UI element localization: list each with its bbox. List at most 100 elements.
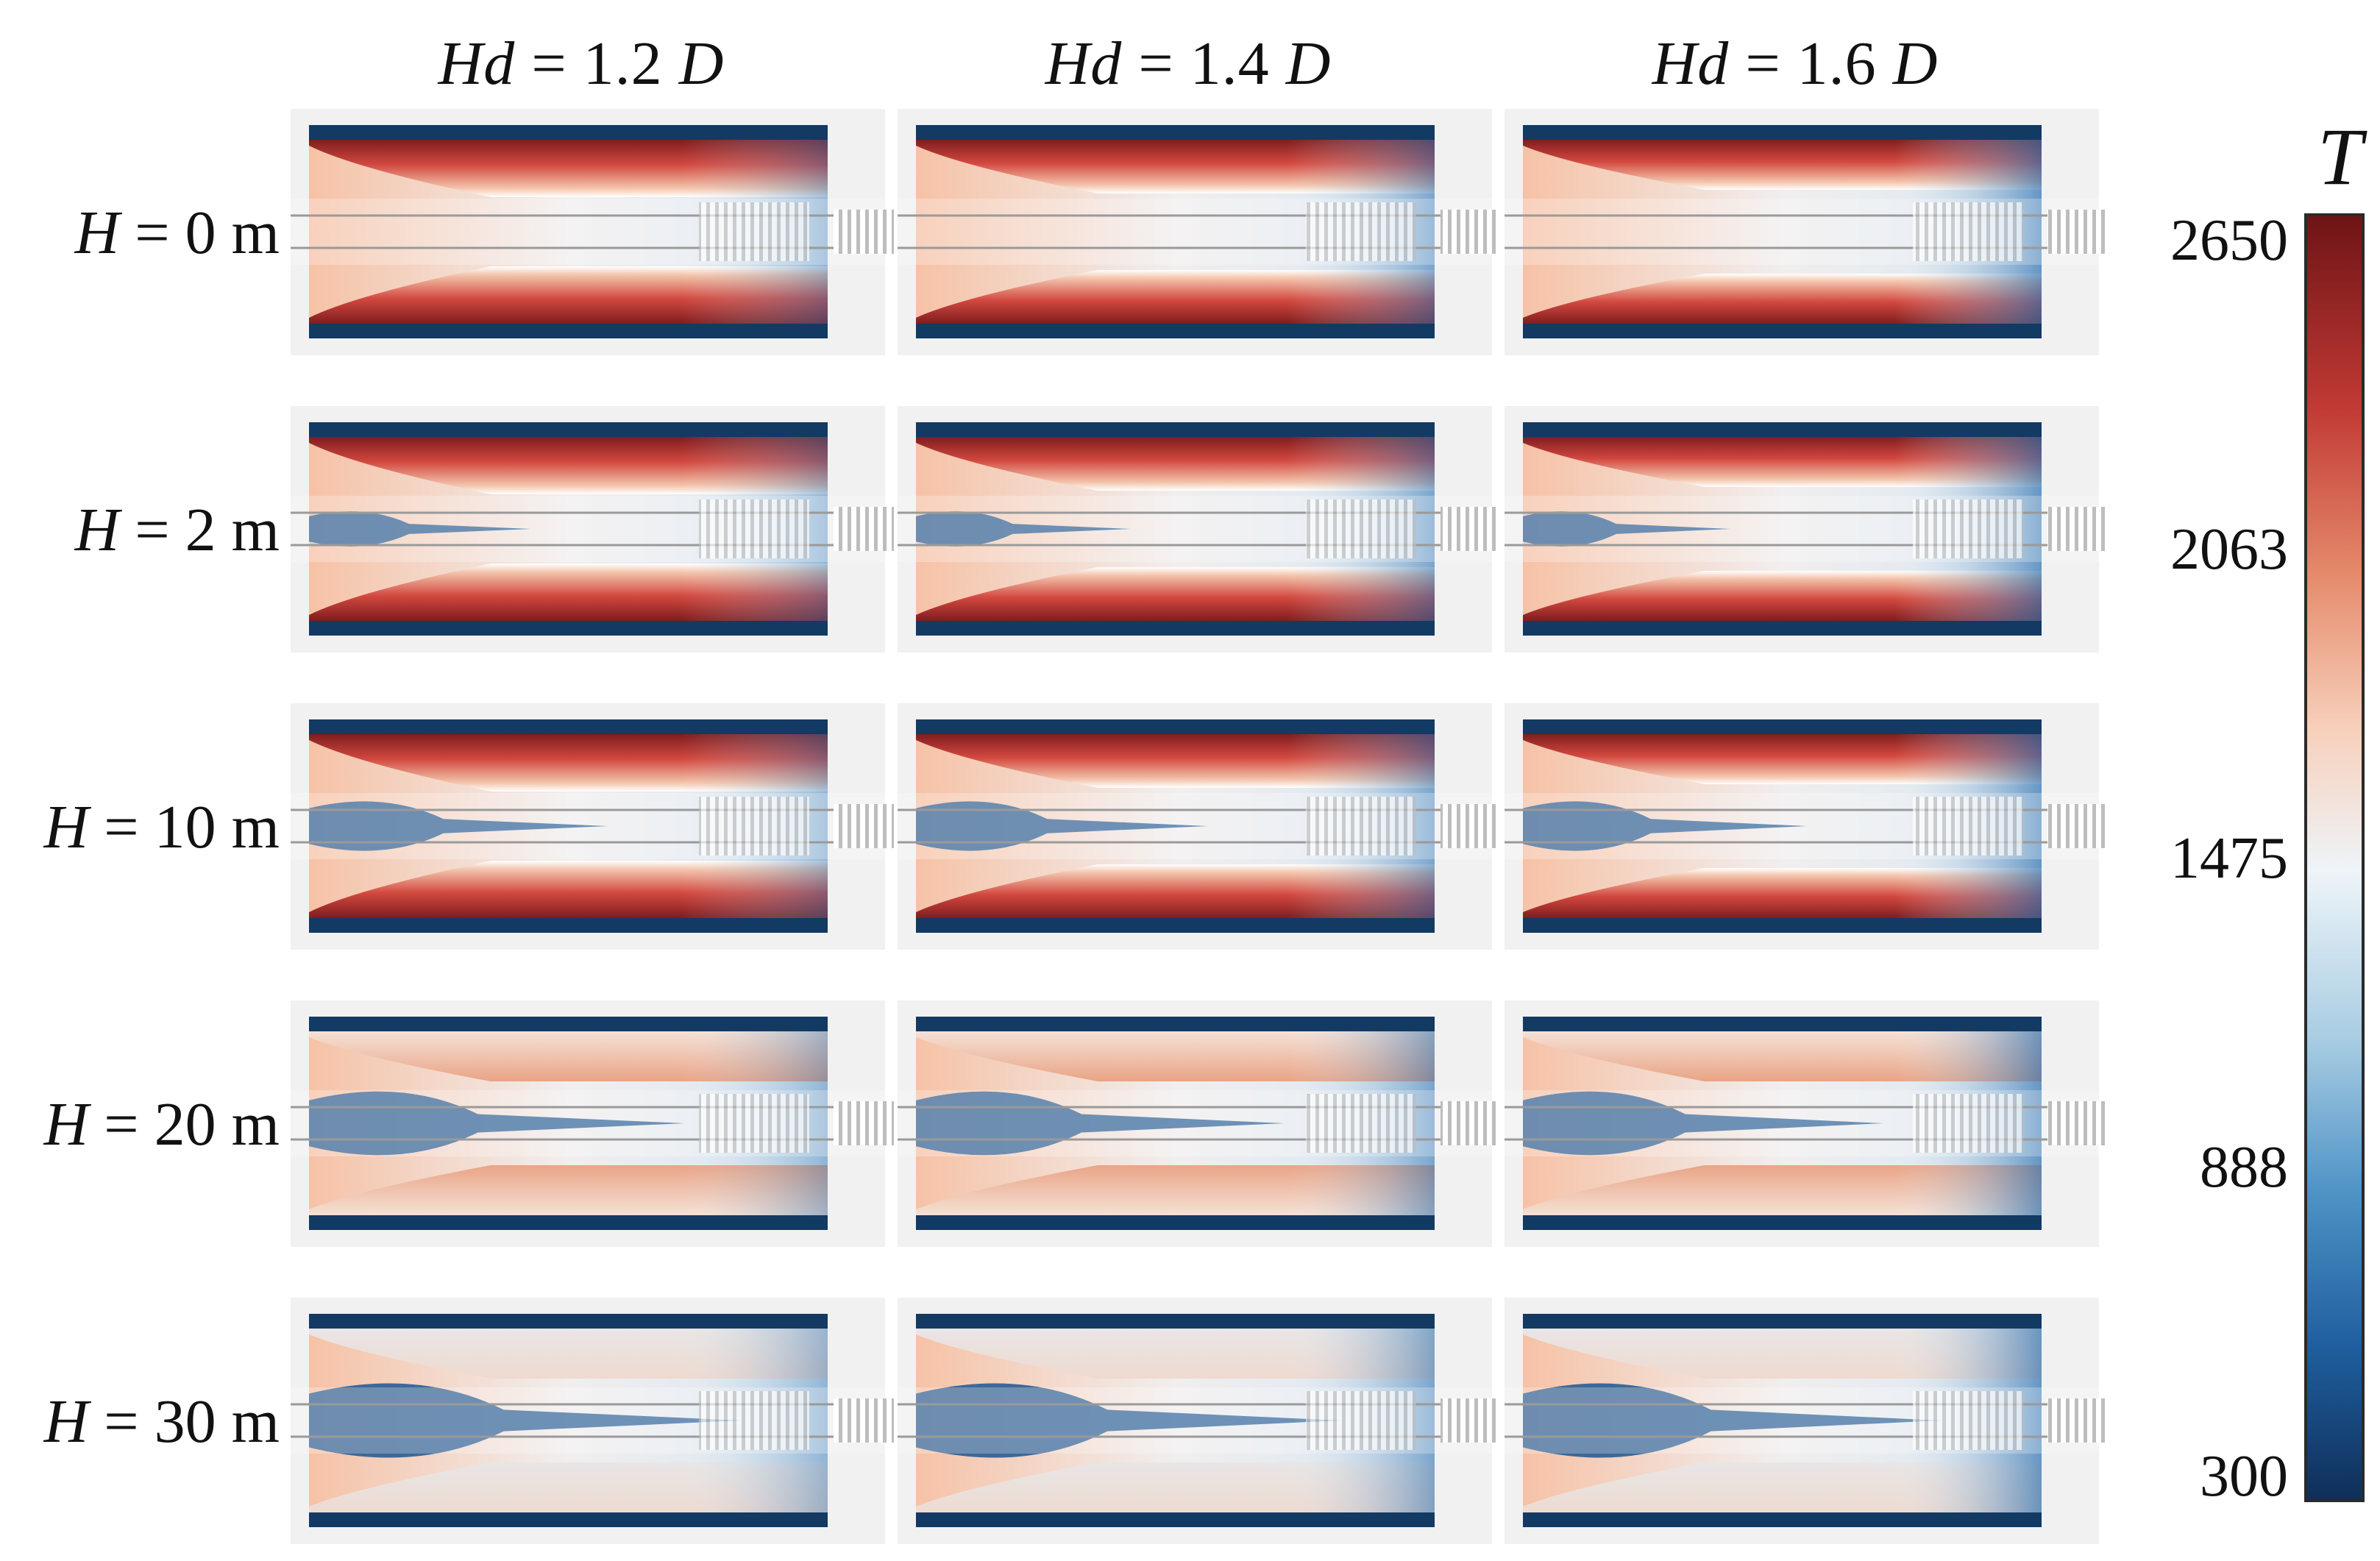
header-var: Hd <box>438 29 516 98</box>
colorbar-tick-label: 2063 <box>2170 517 2288 582</box>
wall-bottom <box>309 324 828 338</box>
wall-top <box>1523 1314 2042 1329</box>
wall-bottom <box>1523 621 2042 636</box>
inner-grating <box>699 1391 809 1450</box>
row-value: = 30 m <box>104 1387 280 1456</box>
inner-grating <box>1913 797 2023 856</box>
wall-bottom <box>309 1215 828 1230</box>
row-var: H <box>74 496 120 564</box>
wall-bottom <box>309 918 828 933</box>
inner-grating <box>1913 1391 2023 1450</box>
row-var: H <box>74 199 120 267</box>
wall-top <box>916 1017 1435 1031</box>
wall-top <box>1523 719 2042 734</box>
inner-grating <box>699 202 809 261</box>
colorbar <box>2304 213 2365 1502</box>
row-value: = 20 m <box>104 1090 280 1159</box>
wall-top <box>916 1314 1435 1329</box>
wall-top <box>309 719 828 734</box>
cold-jet <box>1523 1383 1941 1458</box>
cold-jet <box>916 801 1207 851</box>
colorbar-tick-label: 1475 <box>2170 826 2288 891</box>
wall-bottom <box>916 324 1435 338</box>
row-value: = 0 m <box>135 199 280 267</box>
header-unit: D <box>1285 29 1332 98</box>
cold-jet <box>1523 511 1730 547</box>
wall-bottom <box>1523 918 2042 933</box>
colorbar-tick-label: 888 <box>2200 1135 2288 1200</box>
row-label-4: H = 20 m <box>0 1089 280 1160</box>
wall-bottom <box>309 1512 828 1527</box>
flow-panel <box>1505 703 2108 950</box>
column-header-2: Hd = 1.4 D <box>887 28 1490 99</box>
nozzle-grating <box>2047 210 2108 254</box>
flow-panel <box>1505 109 2108 355</box>
header-var: Hd <box>1045 29 1123 98</box>
header-eq: = 1.6 <box>1745 29 1877 98</box>
row-var: H <box>43 1090 89 1159</box>
flow-panel <box>898 406 1501 653</box>
wall-top <box>916 125 1435 140</box>
header-unit: D <box>678 29 725 98</box>
row-value: = 10 m <box>104 793 280 861</box>
colorbar-tick-label: 2650 <box>2170 208 2288 273</box>
nozzle-grating <box>834 210 894 254</box>
flow-panel <box>898 1000 1501 1247</box>
wall-top <box>1523 1017 2042 1031</box>
wall-top <box>1523 125 2042 140</box>
wall-bottom <box>916 1215 1435 1230</box>
row-var: H <box>43 1387 89 1456</box>
colorbar-title: T <box>2317 112 2363 202</box>
nozzle-grating <box>1441 507 1501 551</box>
wall-top <box>309 1314 828 1329</box>
row-var: H <box>43 793 89 861</box>
wall-top <box>309 125 828 140</box>
nozzle-grating <box>834 507 894 551</box>
row-label-3: H = 10 m <box>0 792 280 863</box>
flow-panel <box>291 1000 894 1247</box>
inner-grating <box>699 797 809 856</box>
cold-jet <box>309 511 531 547</box>
wall-bottom <box>916 1512 1435 1527</box>
column-header-1: Hd = 1.2 D <box>280 28 883 99</box>
wall-bottom <box>1523 1512 2042 1527</box>
flow-panel <box>291 109 894 355</box>
column-header-3: Hd = 1.6 D <box>1493 28 2097 99</box>
wall-top <box>309 422 828 437</box>
header-eq: = 1.4 <box>1138 29 1270 98</box>
flow-panel <box>291 406 894 653</box>
wall-top <box>916 422 1435 437</box>
header-eq: = 1.2 <box>531 29 663 98</box>
wall-top <box>309 1017 828 1031</box>
inner-grating <box>1913 1094 2023 1153</box>
flow-panel <box>1505 1298 2108 1544</box>
flow-panel <box>898 703 1501 950</box>
row-label-5: H = 30 m <box>0 1386 280 1457</box>
flow-panel <box>291 1298 894 1544</box>
inner-grating <box>1913 202 2023 261</box>
nozzle-grating <box>2047 1398 2108 1443</box>
inner-grating <box>699 1094 809 1153</box>
nozzle-grating <box>834 804 894 848</box>
inner-grating <box>699 499 809 558</box>
wall-top <box>916 719 1435 734</box>
flow-panel <box>1505 1000 2108 1247</box>
flow-panel <box>898 1298 1501 1544</box>
nozzle-grating <box>1441 210 1501 254</box>
wall-bottom <box>916 621 1435 636</box>
row-value: = 2 m <box>135 496 280 564</box>
nozzle-grating <box>2047 804 2108 848</box>
nozzle-grating <box>2047 507 2108 551</box>
inner-grating <box>1306 797 1416 856</box>
inner-grating <box>1306 499 1416 558</box>
nozzle-grating <box>834 1101 894 1145</box>
nozzle-grating <box>1441 804 1501 848</box>
nozzle-grating <box>1441 1101 1501 1145</box>
header-var: Hd <box>1652 29 1730 98</box>
nozzle-grating <box>1441 1398 1501 1443</box>
cold-jet <box>916 511 1131 547</box>
cold-jet <box>916 1383 1341 1458</box>
wall-bottom <box>916 918 1435 933</box>
cold-jet <box>309 1383 742 1458</box>
